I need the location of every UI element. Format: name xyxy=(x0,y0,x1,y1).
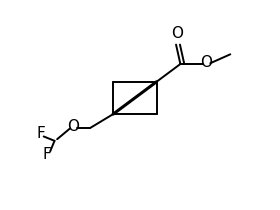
Text: O: O xyxy=(171,26,183,41)
Text: F: F xyxy=(43,147,51,162)
Text: O: O xyxy=(200,55,213,70)
Text: F: F xyxy=(36,126,45,141)
Text: O: O xyxy=(67,119,79,134)
